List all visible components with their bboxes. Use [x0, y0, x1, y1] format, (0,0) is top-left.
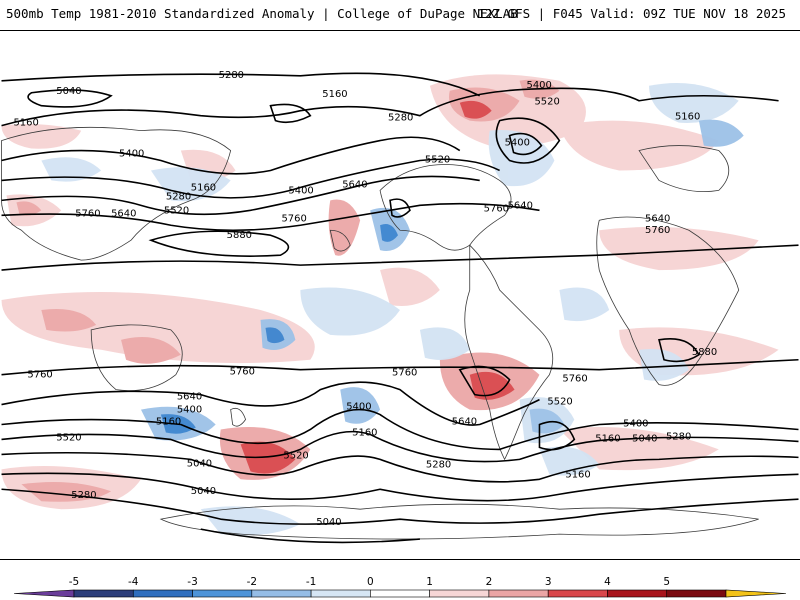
map-title: 500mb Temp 1981-2010 Standardized Anomal…: [6, 6, 518, 21]
contour-label: 5640: [452, 417, 477, 428]
contour-label: 5640: [508, 200, 533, 211]
contour-label: 5160: [352, 427, 377, 438]
colorbar-swatch: [73, 589, 134, 598]
colorbar-tick-label: 5: [663, 576, 670, 588]
contour-label: 5640: [177, 392, 202, 403]
contour-label: 5520: [425, 155, 450, 166]
contour-label: 5520: [534, 97, 559, 108]
colorbar-swatch: [547, 589, 608, 598]
colorbar-tick-label: -3: [187, 576, 197, 588]
contour-label: 5760: [562, 374, 587, 385]
contour-label: 5760: [230, 367, 255, 378]
colorbar-tick-label: -4: [128, 576, 139, 588]
colorbar: -5 -4 -3 -2 -1 0 1 2 3 4 5: [13, 576, 787, 598]
colorbar-swatch: [607, 589, 668, 598]
contour-label: 5400: [623, 419, 648, 430]
contour-label: 5520: [56, 432, 81, 443]
contour-label: 5280: [388, 113, 413, 124]
colorbar-ticks: -5 -4 -3 -2 -1 0 1 2 3 4 5: [69, 576, 670, 588]
contour-label: 5640: [342, 179, 367, 190]
height-contours: [1, 72, 799, 544]
contour-label: 5160: [322, 89, 347, 100]
colorbar-swatch: [132, 589, 193, 598]
contour-label: 5280: [166, 191, 191, 202]
colorbar-swatch: [370, 589, 430, 598]
colorbar-swatch: [488, 589, 549, 598]
contour-label: 5760: [281, 213, 306, 224]
contour-label: 5280: [426, 459, 451, 470]
model-run-info: 12Z GFS | F045 Valid: 09Z TUE NOV 18 202…: [477, 6, 786, 21]
contour-label: 5760: [645, 225, 670, 236]
colorbar-tick-label: -1: [306, 576, 316, 588]
contour-label: 5280: [666, 431, 691, 442]
contour-label: 5400: [527, 80, 552, 91]
contour-label: 5040: [191, 486, 216, 497]
contour-label: 5160: [675, 112, 700, 123]
colorbar-min-arrow: [13, 589, 75, 598]
contour-label: 5160: [565, 469, 590, 480]
contour-label: 5880: [692, 347, 717, 358]
contour-label: 5640: [111, 208, 136, 219]
contour-label: 5520: [547, 397, 572, 408]
contour-label: 5040: [632, 433, 657, 444]
contour-label: 5280: [219, 70, 244, 81]
colorbar-tick-label: 1: [426, 576, 433, 588]
coastlines: [1, 126, 759, 540]
contour-label: 5760: [392, 368, 417, 379]
contour-label: 5880: [227, 230, 252, 241]
contour-labels: 5280 5040 5160 5160 5400 5520 5280 5400 …: [13, 70, 717, 528]
colorbar-swatches: [13, 589, 787, 598]
colorbar-max-arrow: [725, 589, 787, 598]
contour-label: 5640: [645, 213, 670, 224]
contour-label: 5760: [75, 208, 100, 219]
contour-label: 5280: [71, 490, 96, 501]
colorbar-swatch: [192, 589, 253, 598]
contour-label: 5760: [27, 370, 52, 381]
contour-label: 5400: [288, 185, 313, 196]
contour-label: 5520: [283, 450, 308, 461]
contour-label: 5160: [595, 433, 620, 444]
colorbar-tick-label: -5: [69, 576, 79, 588]
contour-label: 5040: [187, 458, 212, 469]
contour-label: 5400: [346, 402, 371, 413]
colorbar-tick-label: 4: [604, 576, 611, 588]
colorbar-tick-label: 0: [367, 576, 374, 588]
contour-label: 5400: [177, 405, 202, 416]
colorbar-tick-label: 2: [486, 576, 493, 588]
colorbar-swatch: [310, 589, 371, 598]
contour-label: 5400: [119, 149, 144, 160]
colorbar-swatch: [429, 589, 490, 598]
colorbar-tick-label: -2: [247, 576, 257, 588]
contour-label: 5400: [505, 138, 530, 149]
contour-label: 5160: [191, 182, 216, 193]
contour-label: 5760: [484, 203, 509, 214]
colorbar-swatch: [666, 589, 727, 598]
contour-label: 5160: [156, 417, 181, 428]
cool-anomaly-shading: [41, 82, 744, 536]
colorbar-swatch: [251, 589, 312, 598]
contour-label: 5520: [164, 205, 189, 216]
contour-label: 5040: [56, 86, 81, 97]
anomaly-map: 5280 5040 5160 5160 5400 5520 5280 5400 …: [0, 30, 800, 560]
colorbar-tick-label: 3: [545, 576, 552, 588]
contour-label: 5040: [316, 517, 341, 528]
contour-label: 5160: [13, 118, 38, 129]
